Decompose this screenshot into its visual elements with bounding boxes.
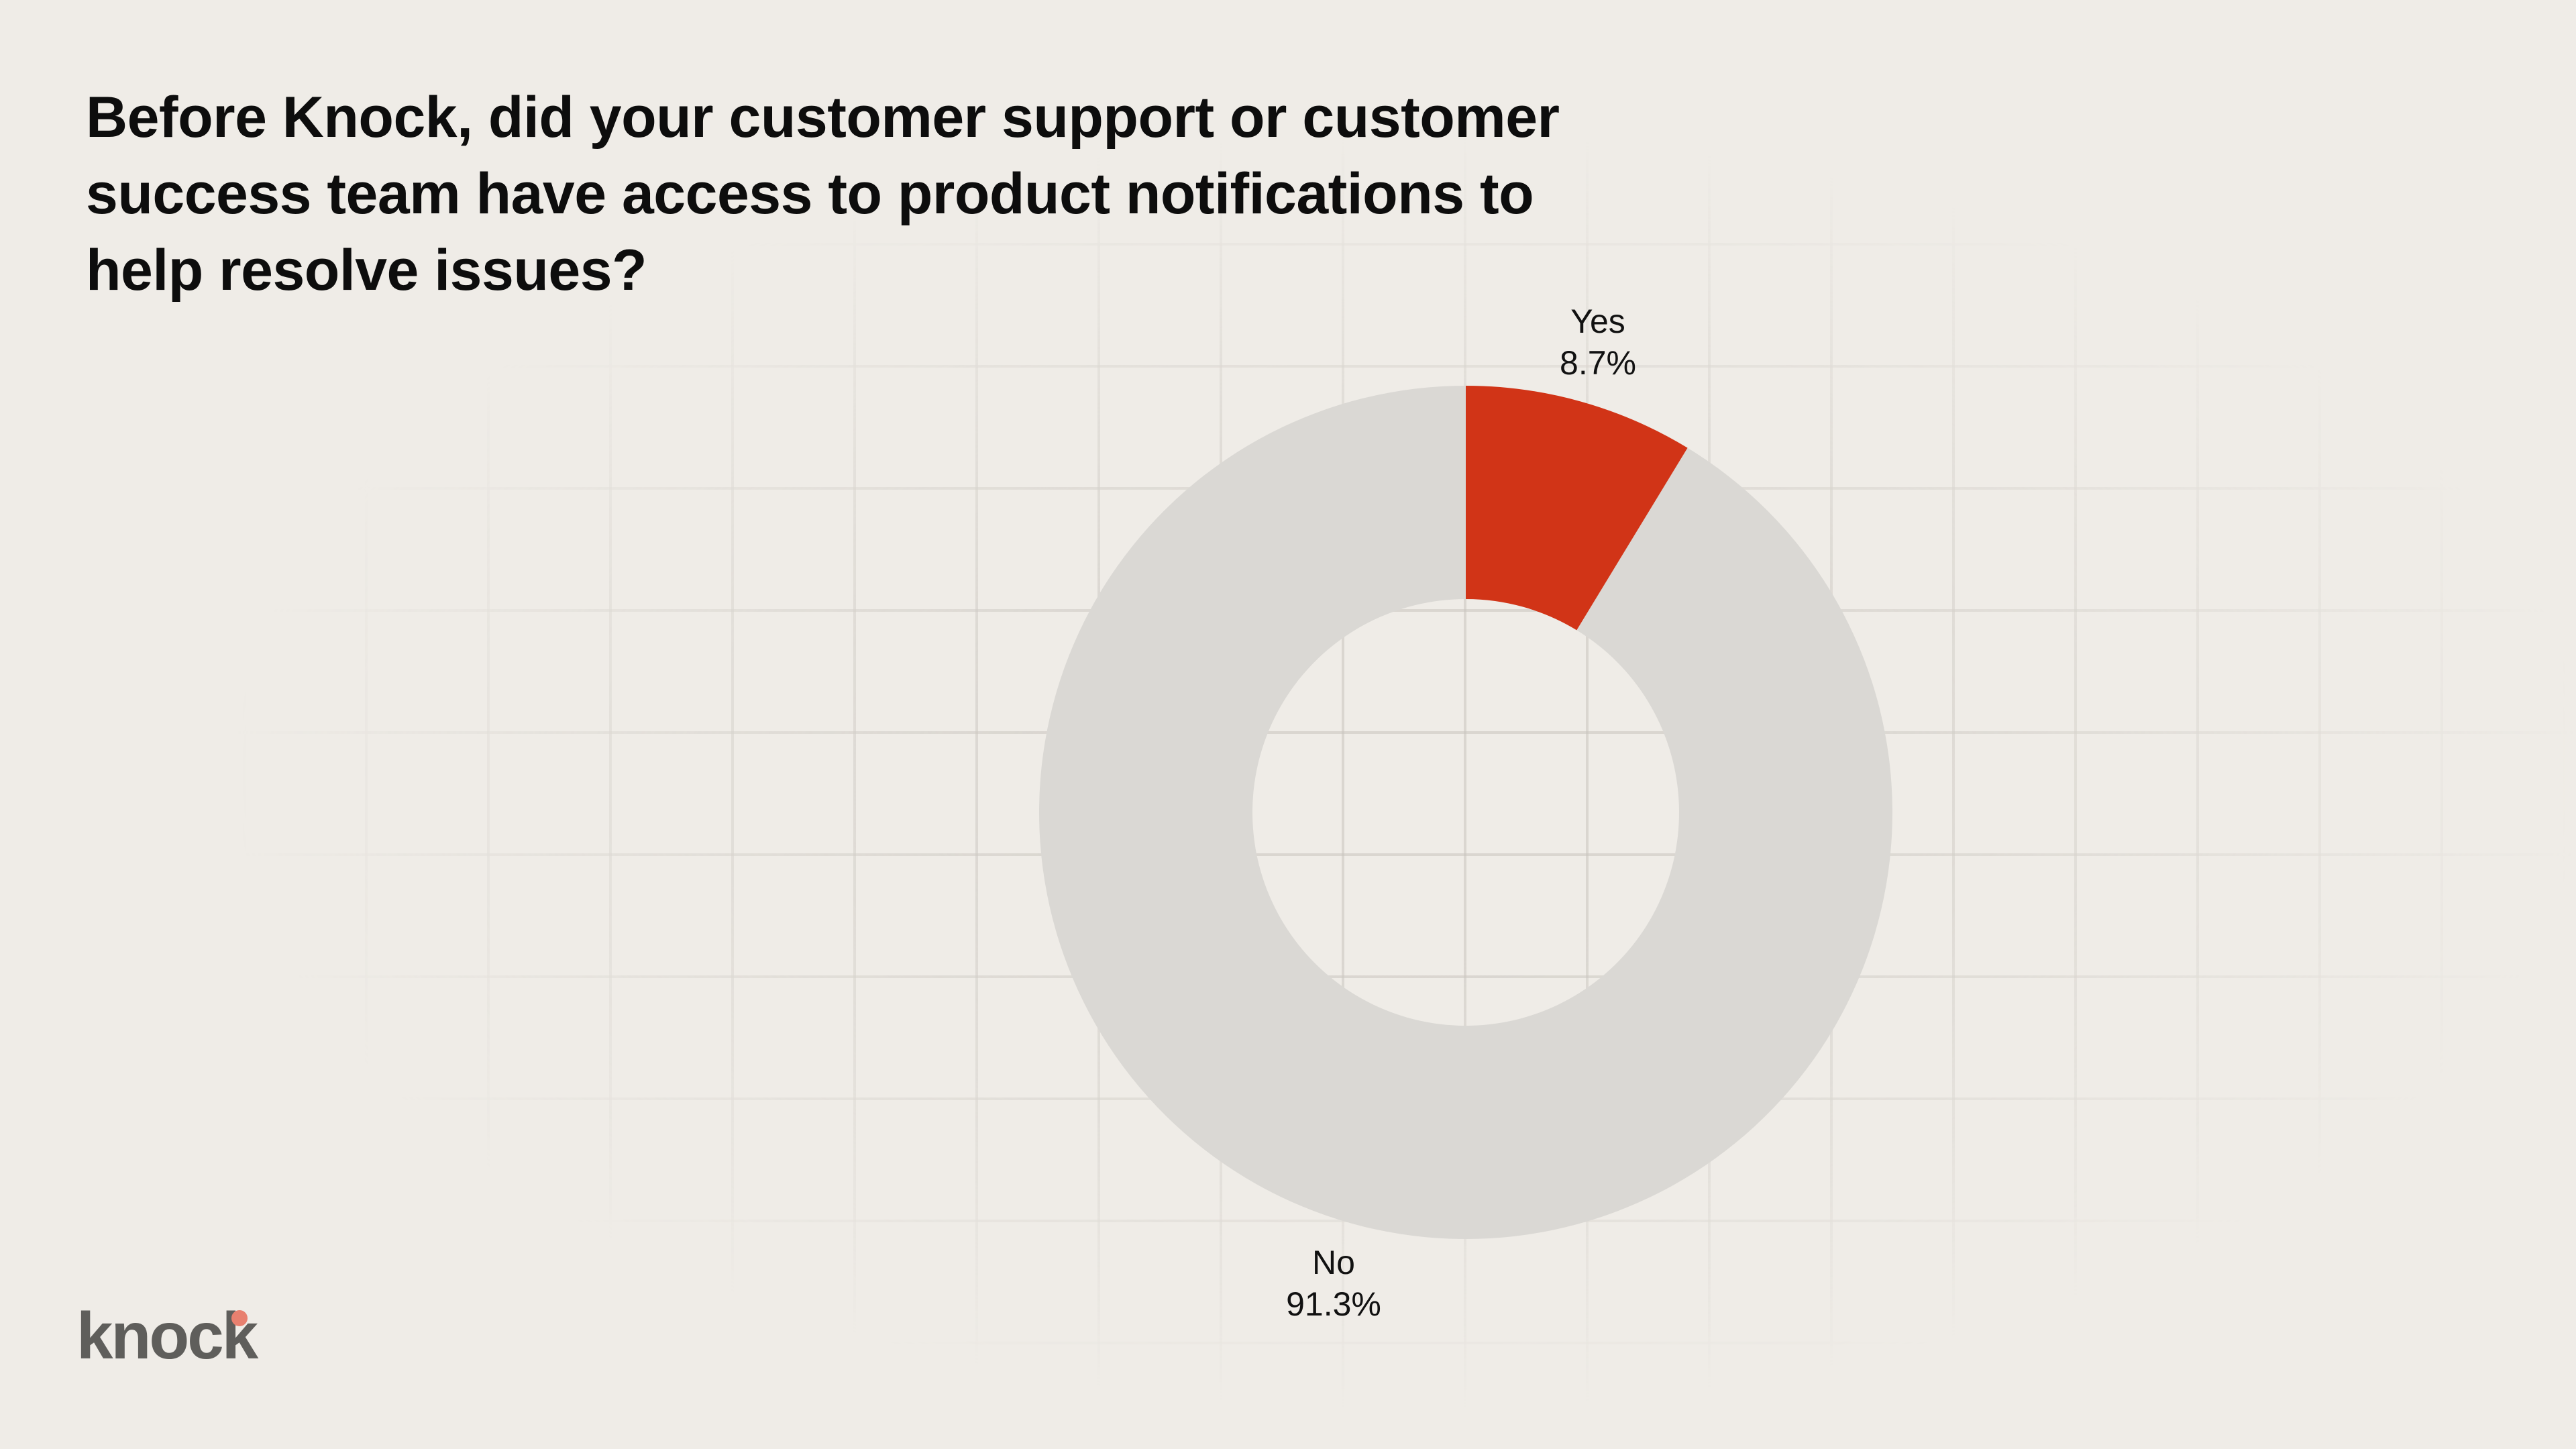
slice-yes[interactable] — [1466, 386, 1688, 631]
chart-title-line-3: help resolve issues? — [86, 238, 647, 303]
slice-no[interactable] — [1038, 386, 1892, 1239]
knock-logo: knock — [76, 1299, 258, 1373]
chart-title: Before Knock, did your customer support … — [86, 79, 1560, 309]
chart-title-line-2: success team have access to product noti… — [86, 162, 1534, 226]
label-yes: Yes 8.7% — [1560, 301, 1636, 384]
label-yes-value: 8.7% — [1560, 344, 1636, 382]
logo-dot-icon — [231, 1310, 248, 1326]
logo-wordmark: knock — [76, 1299, 258, 1373]
label-no-name: No — [1312, 1244, 1355, 1281]
label-no-value: 91.3% — [1286, 1285, 1381, 1323]
label-no: No 91.3% — [1286, 1242, 1381, 1325]
label-yes-name: Yes — [1570, 303, 1625, 340]
chart-title-line-1: Before Knock, did your customer support … — [86, 85, 1560, 150]
donut-slices — [1038, 386, 1892, 1239]
